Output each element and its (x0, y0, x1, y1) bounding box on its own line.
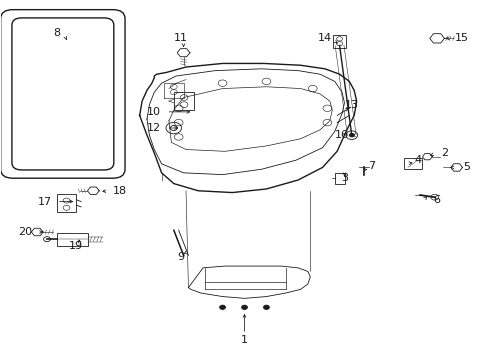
Bar (173, 92, 194, 110)
Bar (403, 158, 421, 169)
Text: 2: 2 (440, 148, 447, 158)
Text: 1: 1 (241, 334, 247, 345)
Bar (334, 173, 345, 184)
Text: 17: 17 (38, 197, 52, 207)
Circle shape (241, 305, 247, 310)
Text: 5: 5 (462, 162, 469, 172)
Circle shape (219, 305, 225, 310)
Text: 15: 15 (453, 33, 468, 43)
Text: 13: 13 (344, 100, 358, 110)
Circle shape (263, 305, 269, 310)
Text: 4: 4 (413, 155, 420, 165)
Text: 9: 9 (177, 252, 184, 262)
Bar (57, 233, 88, 246)
Text: 14: 14 (317, 33, 331, 43)
Text: 7: 7 (367, 161, 374, 171)
Text: 19: 19 (69, 241, 83, 251)
Text: 11: 11 (174, 33, 188, 43)
Text: 3: 3 (340, 173, 347, 183)
Bar (57, 194, 76, 212)
Text: 16: 16 (334, 130, 348, 140)
Circle shape (348, 134, 353, 137)
Text: 18: 18 (113, 186, 127, 196)
Text: 12: 12 (147, 123, 161, 133)
Text: 8: 8 (53, 28, 60, 38)
Text: 6: 6 (433, 195, 440, 205)
Bar (333, 35, 345, 48)
Text: 10: 10 (147, 107, 161, 117)
Text: 20: 20 (18, 227, 32, 237)
